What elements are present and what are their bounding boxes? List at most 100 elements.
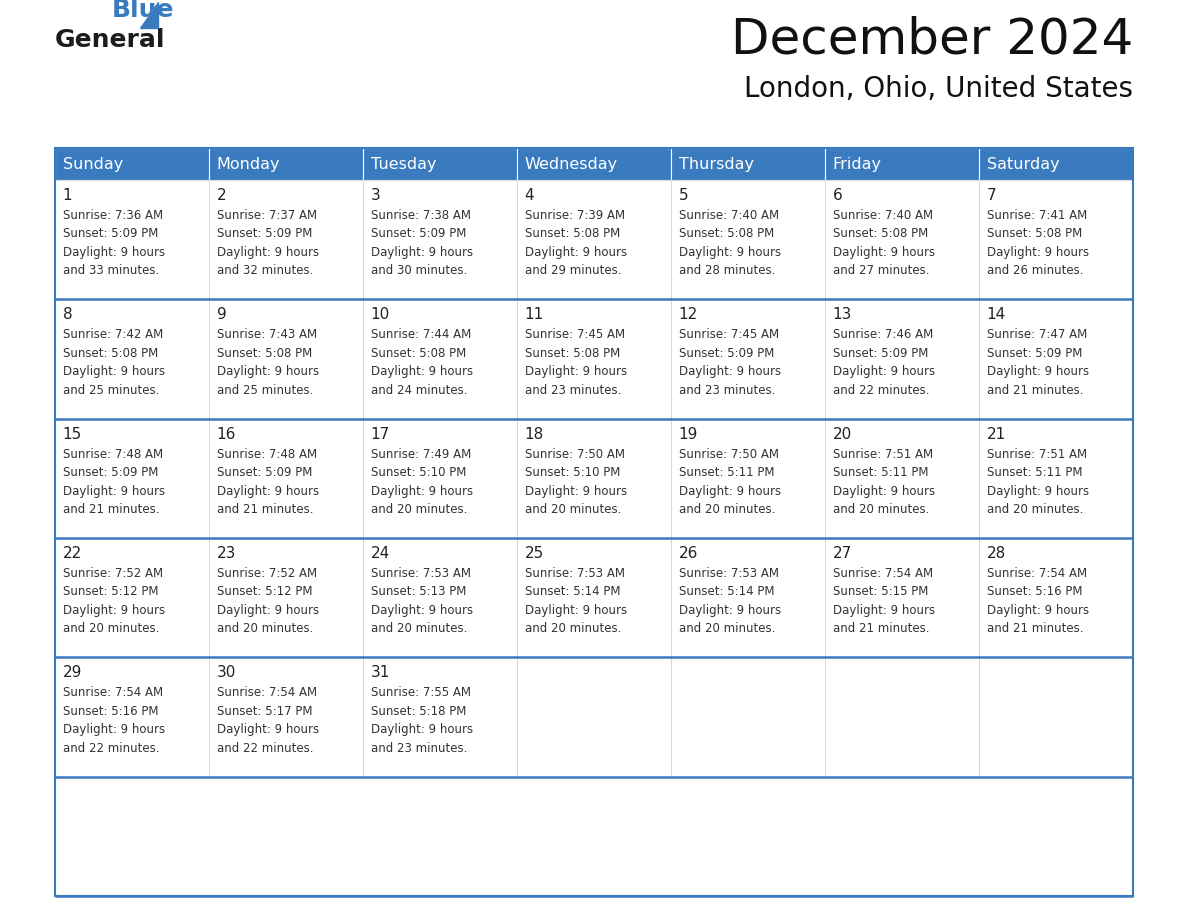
- Text: Daylight: 9 hours: Daylight: 9 hours: [63, 723, 165, 736]
- Text: Sunset: 5:11 PM: Sunset: 5:11 PM: [678, 466, 775, 479]
- Text: Sunset: 5:12 PM: Sunset: 5:12 PM: [216, 586, 312, 599]
- Bar: [209, 299, 364, 419]
- Bar: [55, 299, 209, 419]
- Text: Sunset: 5:11 PM: Sunset: 5:11 PM: [833, 466, 928, 479]
- Bar: [55, 148, 209, 180]
- Text: 4: 4: [525, 188, 535, 203]
- Bar: [517, 180, 671, 299]
- Text: Saturday: Saturday: [987, 156, 1060, 172]
- Text: Sunrise: 7:52 AM: Sunrise: 7:52 AM: [63, 567, 163, 580]
- Bar: [55, 419, 209, 538]
- Bar: [209, 148, 364, 180]
- Text: Daylight: 9 hours: Daylight: 9 hours: [987, 365, 1089, 378]
- Text: Daylight: 9 hours: Daylight: 9 hours: [833, 485, 935, 498]
- Bar: [517, 538, 671, 657]
- Text: Daylight: 9 hours: Daylight: 9 hours: [371, 723, 473, 736]
- Text: and 21 minutes.: and 21 minutes.: [987, 622, 1083, 635]
- Text: and 21 minutes.: and 21 minutes.: [63, 503, 159, 516]
- Text: Sunday: Sunday: [63, 156, 122, 172]
- Bar: [979, 180, 1133, 299]
- Text: Sunset: 5:08 PM: Sunset: 5:08 PM: [678, 228, 773, 241]
- Text: 15: 15: [63, 427, 82, 442]
- Text: 22: 22: [63, 546, 82, 561]
- Bar: [517, 299, 671, 419]
- Text: and 21 minutes.: and 21 minutes.: [987, 384, 1083, 397]
- Bar: [979, 148, 1133, 180]
- Bar: [55, 657, 209, 777]
- Bar: [517, 148, 671, 180]
- Text: Sunrise: 7:54 AM: Sunrise: 7:54 AM: [216, 687, 317, 700]
- Text: and 25 minutes.: and 25 minutes.: [63, 384, 159, 397]
- Text: Sunrise: 7:50 AM: Sunrise: 7:50 AM: [525, 448, 625, 461]
- Text: Sunset: 5:09 PM: Sunset: 5:09 PM: [987, 347, 1082, 360]
- Bar: [671, 148, 824, 180]
- Text: 2: 2: [216, 188, 227, 203]
- Text: Sunrise: 7:36 AM: Sunrise: 7:36 AM: [63, 209, 163, 222]
- Bar: [979, 299, 1133, 419]
- Text: Sunrise: 7:41 AM: Sunrise: 7:41 AM: [987, 209, 1087, 222]
- Bar: [517, 657, 671, 777]
- Bar: [671, 538, 824, 657]
- Text: and 27 minutes.: and 27 minutes.: [833, 264, 929, 277]
- Text: and 22 minutes.: and 22 minutes.: [63, 742, 159, 755]
- Text: Sunset: 5:08 PM: Sunset: 5:08 PM: [63, 347, 158, 360]
- Text: Daylight: 9 hours: Daylight: 9 hours: [63, 246, 165, 259]
- Bar: [824, 299, 979, 419]
- Text: and 20 minutes.: and 20 minutes.: [216, 622, 314, 635]
- Text: and 22 minutes.: and 22 minutes.: [833, 384, 929, 397]
- Bar: [979, 538, 1133, 657]
- Bar: [209, 657, 364, 777]
- Text: Daylight: 9 hours: Daylight: 9 hours: [678, 365, 781, 378]
- Text: Daylight: 9 hours: Daylight: 9 hours: [987, 485, 1089, 498]
- Text: Daylight: 9 hours: Daylight: 9 hours: [63, 485, 165, 498]
- Text: Daylight: 9 hours: Daylight: 9 hours: [216, 246, 318, 259]
- Bar: [364, 538, 517, 657]
- Bar: [55, 538, 209, 657]
- Text: 25: 25: [525, 546, 544, 561]
- Bar: [824, 148, 979, 180]
- Text: Daylight: 9 hours: Daylight: 9 hours: [371, 246, 473, 259]
- Text: Friday: Friday: [833, 156, 881, 172]
- Text: Sunset: 5:13 PM: Sunset: 5:13 PM: [371, 586, 466, 599]
- Text: Sunset: 5:14 PM: Sunset: 5:14 PM: [525, 586, 620, 599]
- Text: Sunset: 5:09 PM: Sunset: 5:09 PM: [216, 466, 312, 479]
- Text: Sunset: 5:18 PM: Sunset: 5:18 PM: [371, 705, 466, 718]
- Text: Sunset: 5:08 PM: Sunset: 5:08 PM: [525, 347, 620, 360]
- Bar: [824, 180, 979, 299]
- Text: Sunrise: 7:42 AM: Sunrise: 7:42 AM: [63, 329, 163, 341]
- Text: Wednesday: Wednesday: [525, 156, 618, 172]
- Text: and 28 minutes.: and 28 minutes.: [678, 264, 775, 277]
- Text: Monday: Monday: [216, 156, 280, 172]
- Text: Daylight: 9 hours: Daylight: 9 hours: [987, 604, 1089, 617]
- Text: Daylight: 9 hours: Daylight: 9 hours: [525, 246, 627, 259]
- Text: 5: 5: [678, 188, 688, 203]
- Text: and 21 minutes.: and 21 minutes.: [833, 622, 929, 635]
- Text: 18: 18: [525, 427, 544, 442]
- Text: 1: 1: [63, 188, 72, 203]
- Text: Daylight: 9 hours: Daylight: 9 hours: [216, 365, 318, 378]
- Text: Daylight: 9 hours: Daylight: 9 hours: [525, 485, 627, 498]
- Text: 29: 29: [63, 666, 82, 680]
- Text: and 26 minutes.: and 26 minutes.: [987, 264, 1083, 277]
- Bar: [824, 657, 979, 777]
- Text: 30: 30: [216, 666, 236, 680]
- Text: Daylight: 9 hours: Daylight: 9 hours: [371, 365, 473, 378]
- Bar: [979, 419, 1133, 538]
- Text: and 29 minutes.: and 29 minutes.: [525, 264, 621, 277]
- Text: and 20 minutes.: and 20 minutes.: [371, 622, 467, 635]
- Text: and 20 minutes.: and 20 minutes.: [987, 503, 1083, 516]
- Text: Sunrise: 7:39 AM: Sunrise: 7:39 AM: [525, 209, 625, 222]
- Text: 23: 23: [216, 546, 236, 561]
- Bar: [671, 299, 824, 419]
- Text: 14: 14: [987, 308, 1006, 322]
- Text: Daylight: 9 hours: Daylight: 9 hours: [525, 604, 627, 617]
- Text: 7: 7: [987, 188, 997, 203]
- Text: and 20 minutes.: and 20 minutes.: [833, 503, 929, 516]
- Text: and 23 minutes.: and 23 minutes.: [525, 384, 621, 397]
- Text: 21: 21: [987, 427, 1006, 442]
- Bar: [979, 657, 1133, 777]
- Text: Sunset: 5:08 PM: Sunset: 5:08 PM: [833, 228, 928, 241]
- Text: Sunrise: 7:50 AM: Sunrise: 7:50 AM: [678, 448, 778, 461]
- Bar: [55, 180, 209, 299]
- Text: Daylight: 9 hours: Daylight: 9 hours: [371, 604, 473, 617]
